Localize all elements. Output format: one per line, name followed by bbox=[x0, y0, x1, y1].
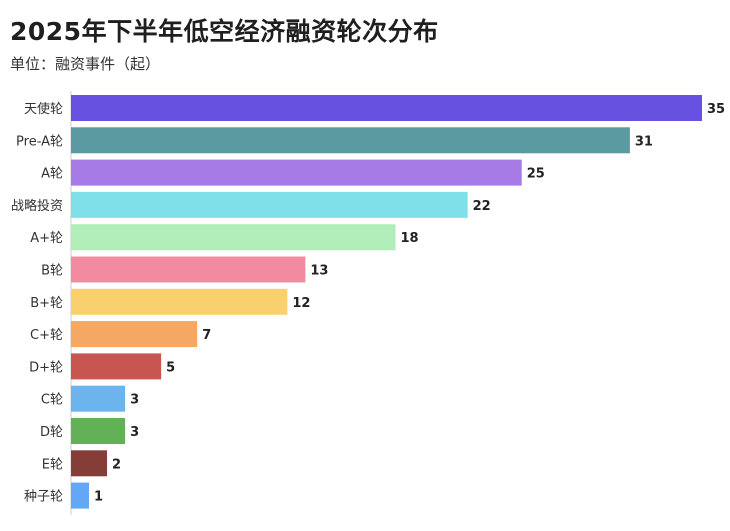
value-label-4: 18 bbox=[401, 231, 419, 246]
category-label-2: A轮 bbox=[41, 167, 63, 182]
value-label-6: 12 bbox=[292, 296, 310, 311]
value-label-10: 3 bbox=[130, 425, 139, 440]
value-label-11: 2 bbox=[112, 457, 121, 472]
value-label-1: 31 bbox=[635, 134, 653, 149]
category-label-11: E轮 bbox=[42, 457, 63, 472]
bar-3 bbox=[71, 191, 468, 218]
bar-10 bbox=[71, 418, 126, 444]
value-label-3: 22 bbox=[473, 199, 491, 214]
bar-2 bbox=[71, 159, 522, 186]
bar-8 bbox=[71, 353, 162, 380]
category-label-3: 战略投资 bbox=[11, 198, 63, 214]
chart-subtitle: 单位：融资事件（起） bbox=[10, 55, 161, 73]
bar-1 bbox=[71, 127, 630, 154]
value-label-8: 5 bbox=[166, 360, 175, 375]
bar-12 bbox=[71, 482, 90, 509]
category-label-8: D+轮 bbox=[29, 360, 63, 375]
value-label-2: 25 bbox=[527, 167, 545, 182]
bar-7 bbox=[71, 321, 198, 348]
value-label-7: 7 bbox=[202, 328, 211, 343]
category-label-10: D轮 bbox=[40, 425, 63, 440]
value-label-12: 1 bbox=[94, 490, 103, 505]
bar-11 bbox=[71, 450, 108, 477]
category-label-0: 天使轮 bbox=[24, 101, 63, 117]
category-label-5: B轮 bbox=[41, 264, 63, 279]
category-label-7: C+轮 bbox=[30, 328, 63, 343]
category-label-6: B+轮 bbox=[30, 296, 63, 311]
bar-6 bbox=[71, 288, 288, 315]
category-label-9: C轮 bbox=[41, 393, 63, 408]
chart-title: 2025年下半年低空经济融资轮次分布 bbox=[10, 17, 439, 46]
category-label-4: A+轮 bbox=[30, 231, 63, 246]
bar-5 bbox=[71, 256, 306, 283]
bar-4 bbox=[71, 224, 396, 251]
value-label-9: 3 bbox=[130, 393, 139, 408]
category-label-12: 种子轮 bbox=[24, 490, 63, 505]
value-label-5: 13 bbox=[310, 264, 328, 279]
bar-9 bbox=[71, 385, 126, 412]
value-label-0: 35 bbox=[707, 102, 725, 117]
bar-0 bbox=[71, 95, 702, 121]
category-label-1: Pre-A轮 bbox=[16, 134, 63, 149]
